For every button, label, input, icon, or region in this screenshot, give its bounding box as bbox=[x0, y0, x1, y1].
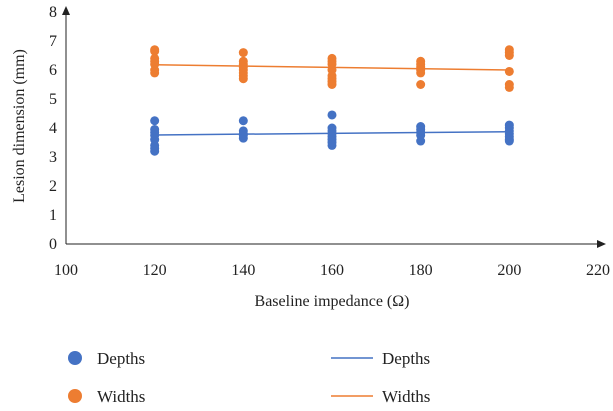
y-tick-label: 7 bbox=[49, 33, 57, 50]
point-widths bbox=[150, 46, 160, 56]
point-widths bbox=[504, 66, 514, 76]
legend-label-depths: Depths bbox=[97, 349, 145, 368]
x-axis-arrow bbox=[597, 240, 606, 248]
point-widths bbox=[238, 48, 248, 58]
point-widths bbox=[504, 82, 514, 92]
legend-label-widths: Widths bbox=[97, 387, 145, 406]
y-tick-label: 1 bbox=[49, 207, 57, 224]
point-depths bbox=[150, 146, 160, 156]
point-depths bbox=[238, 133, 248, 143]
x-tick-label: 140 bbox=[231, 262, 255, 279]
point-widths bbox=[416, 68, 426, 78]
point-widths bbox=[327, 80, 337, 89]
y-tick-label: 2 bbox=[49, 178, 57, 195]
x-tick-labels: 100 120 140 160 180 200 220 bbox=[54, 262, 610, 279]
x-tick-label: 120 bbox=[143, 262, 167, 279]
x-tick-label: 180 bbox=[409, 262, 433, 279]
y-tick-label: 8 bbox=[49, 4, 57, 21]
legend-marker-widths bbox=[68, 389, 82, 403]
data-points bbox=[150, 45, 514, 156]
y-tick-label: 6 bbox=[49, 62, 57, 79]
point-depths bbox=[327, 110, 337, 120]
point-widths bbox=[238, 74, 248, 84]
point-widths bbox=[416, 80, 426, 89]
x-tick-label: 160 bbox=[320, 262, 344, 279]
point-depths bbox=[327, 140, 337, 150]
legend: Depths Widths Depths Widths bbox=[68, 349, 430, 406]
legend-marker-depths bbox=[68, 351, 82, 365]
point-depths bbox=[150, 116, 160, 126]
legend-label-widths-trend: Widths bbox=[382, 387, 430, 406]
point-depths bbox=[416, 136, 426, 146]
y-axis-label: Lesion dimension (mm) bbox=[11, 49, 28, 203]
point-depths bbox=[504, 136, 514, 146]
point-widths bbox=[150, 68, 160, 78]
x-tick-label: 200 bbox=[497, 262, 521, 279]
y-tick-label: 3 bbox=[49, 149, 57, 166]
y-axis-arrow bbox=[62, 6, 70, 15]
x-tick-label: 100 bbox=[54, 262, 78, 279]
x-tick-label: 220 bbox=[586, 262, 610, 279]
point-widths bbox=[504, 51, 514, 60]
y-tick-label: 4 bbox=[49, 120, 57, 137]
point-depths bbox=[238, 116, 248, 126]
y-tick-label: 0 bbox=[49, 236, 57, 253]
legend-label-depths-trend: Depths bbox=[382, 349, 430, 368]
y-tick-labels: 0 1 2 3 4 5 6 7 8 bbox=[49, 4, 57, 253]
x-axis-label: Baseline impedance (Ω) bbox=[255, 293, 410, 310]
y-tick-label: 5 bbox=[49, 91, 57, 108]
